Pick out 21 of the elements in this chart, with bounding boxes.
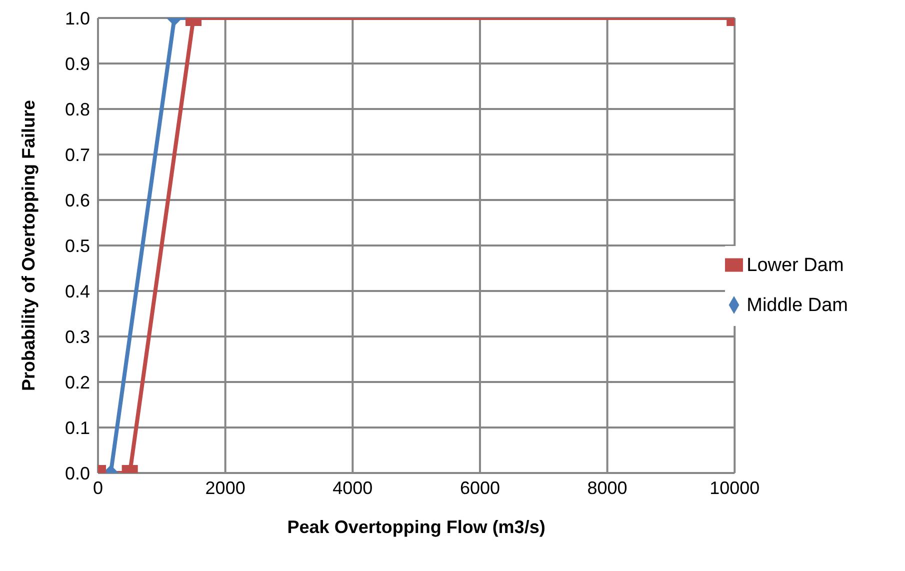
y-tick-label: 0.9: [64, 54, 90, 74]
x-tick-label: 10000: [710, 478, 760, 498]
y-tick-label: 0.0: [64, 463, 90, 484]
y-tick-label: 0.5: [64, 236, 90, 256]
y-tick-label: 0.6: [64, 190, 90, 210]
y-tick-label: 1.0: [64, 8, 90, 28]
y-tick-label: 0.1: [64, 418, 90, 438]
y-tick-label: 0.7: [64, 144, 90, 165]
y-tick-label: 0.2: [64, 372, 90, 392]
legend-label: Middle Dam: [746, 294, 848, 316]
x-tick-label: 6000: [460, 478, 500, 498]
legend-label: Lower Dam: [746, 254, 844, 276]
x-tick-label: 4000: [332, 478, 373, 498]
y-tick-label: 0.3: [64, 326, 90, 347]
x-axis-title: Peak Overtopping Flow (m3/s): [287, 517, 546, 537]
x-tick-label: 8000: [587, 478, 628, 498]
y-axis-title: Probability of Overtopping Failure: [18, 100, 38, 392]
x-tick-label: 0: [92, 478, 104, 498]
y-tick-label: 0.4: [64, 281, 90, 302]
x-tick-label: 2000: [205, 478, 246, 498]
y-tick-label: 0.8: [64, 99, 90, 120]
